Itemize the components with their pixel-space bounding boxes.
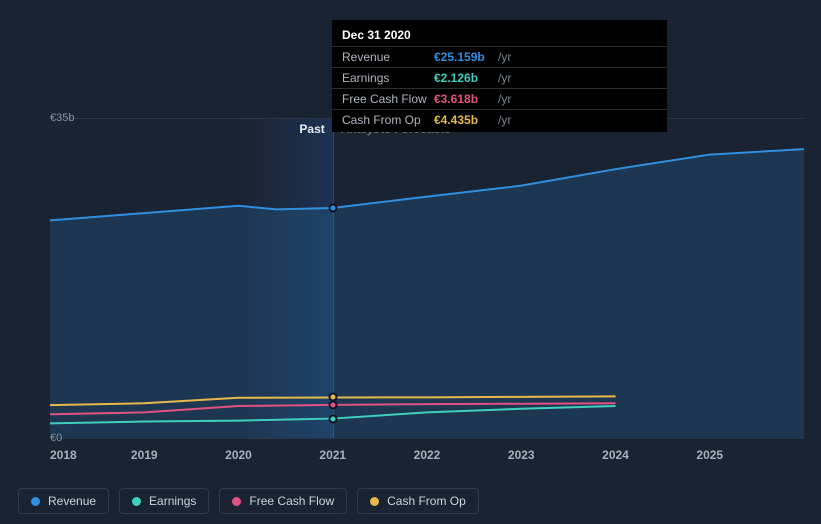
legend-label: Cash From Op <box>387 494 466 508</box>
hover-marker-revenue <box>328 203 337 212</box>
legend-label: Free Cash Flow <box>249 494 334 508</box>
tooltip-row: Revenue€25.159b/yr <box>332 46 667 67</box>
x-axis-label: 2022 <box>414 438 441 462</box>
hover-marker-earnings <box>328 414 337 423</box>
tooltip-unit: /yr <box>498 113 511 127</box>
tooltip-metric-value: €3.618b <box>434 92 494 106</box>
tooltip-date: Dec 31 2020 <box>332 26 667 46</box>
tooltip-unit: /yr <box>498 50 511 64</box>
series-fill-revenue <box>50 149 804 438</box>
tooltip-unit: /yr <box>498 92 511 106</box>
chart-legend: Revenue Earnings Free Cash Flow Cash From O… <box>18 488 479 514</box>
plot-area: Past Analysts Forecasts 2018201920202021… <box>50 118 804 438</box>
tooltip-row: Cash From Op€4.435b/yr <box>332 109 667 130</box>
hover-marker-fcf <box>328 400 337 409</box>
tooltip-metric-value: €4.435b <box>434 113 494 127</box>
legend-swatch <box>31 497 40 506</box>
legend-swatch <box>232 497 241 506</box>
legend-swatch <box>132 497 141 506</box>
x-axis-label: 2024 <box>602 438 629 462</box>
tooltip-metric-value: €2.126b <box>434 71 494 85</box>
tooltip-metric-value: €25.159b <box>434 50 494 64</box>
x-axis-label: 2025 <box>696 438 723 462</box>
y-axis-label: €35b <box>50 112 56 124</box>
tooltip-metric-label: Earnings <box>342 71 434 85</box>
forecast-chart: Past Analysts Forecasts 2018201920202021… <box>18 118 804 438</box>
tooltip-unit: /yr <box>498 71 511 85</box>
y-axis-label: €0 <box>50 432 56 444</box>
x-axis-label: 2023 <box>508 438 535 462</box>
tooltip-row: Free Cash Flow€3.618b/yr <box>332 88 667 109</box>
x-axis-label: 2019 <box>131 438 158 462</box>
legend-item[interactable]: Cash From Op <box>357 488 479 514</box>
chart-svg <box>50 118 804 438</box>
legend-item[interactable]: Revenue <box>18 488 109 514</box>
legend-label: Earnings <box>149 494 196 508</box>
tooltip-row: Earnings€2.126b/yr <box>332 67 667 88</box>
legend-swatch <box>370 497 379 506</box>
x-axis-label: 2021 <box>319 438 346 462</box>
tooltip-metric-label: Revenue <box>342 50 434 64</box>
legend-item[interactable]: Earnings <box>119 488 209 514</box>
x-axis-label: 2020 <box>225 438 252 462</box>
tooltip-metric-label: Cash From Op <box>342 113 434 127</box>
gridline <box>50 438 804 439</box>
chart-tooltip: Dec 31 2020 Revenue€25.159b/yrEarnings€2… <box>332 20 667 132</box>
tooltip-metric-label: Free Cash Flow <box>342 92 434 106</box>
legend-label: Revenue <box>48 494 96 508</box>
legend-item[interactable]: Free Cash Flow <box>219 488 347 514</box>
